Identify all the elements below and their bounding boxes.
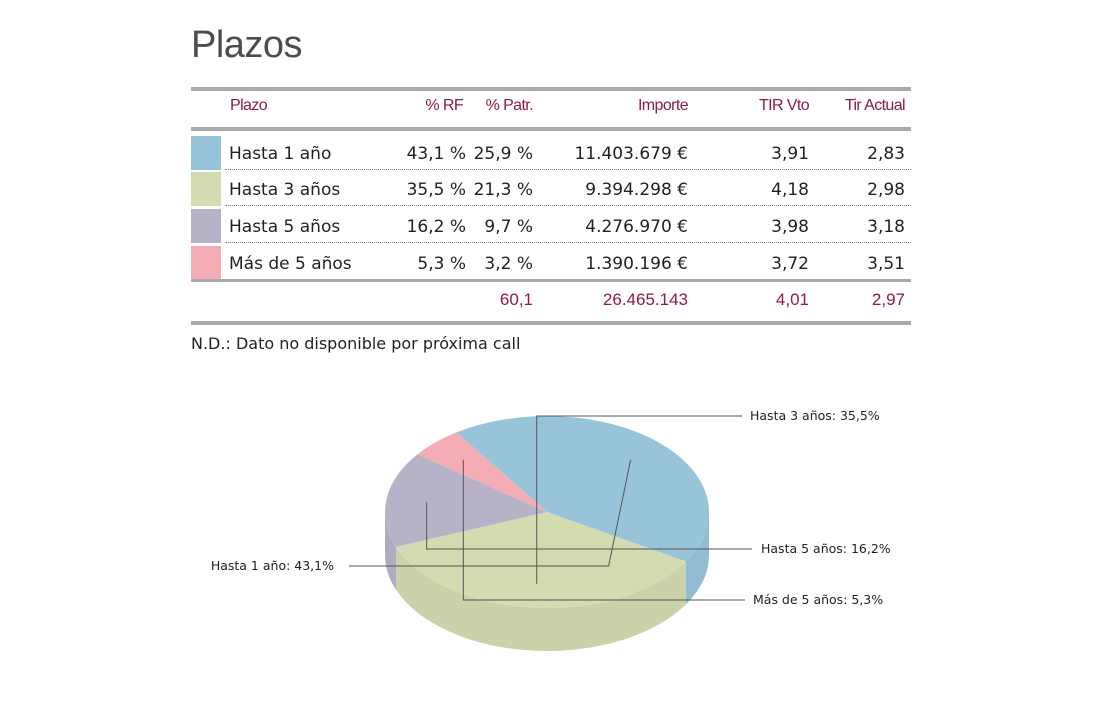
table-top-rule [191,87,911,91]
pie-side-0 [685,512,709,605]
cell-patr: 25,9 % [473,144,533,164]
header-patr: % Patr. [485,97,534,114]
cell-plazo: Hasta 5 años [229,217,341,237]
total-tir-vto: 4,01 [775,290,809,309]
total-importe: 26.465.143 [602,290,688,309]
header-tir-vto: TIR Vto [758,97,810,114]
pie-label-0: Hasta 1 año: 43,1% [211,558,334,573]
cell-tir-vto: 3,91 [771,144,809,164]
cell-rf: 16,2 % [406,217,466,237]
cell-tir-actual: 2,98 [867,180,905,200]
cell-importe: 4.276.970 € [585,217,688,237]
footnote: N.D.: Dato no disponible por próxima cal… [191,334,521,353]
row-divider [225,205,911,206]
pie-slice-3 [417,432,547,512]
pie-slice-2 [385,454,547,547]
header-rf: % RF [425,97,463,114]
cell-tir-vto: 3,98 [771,217,809,237]
pie-side-group [385,512,709,651]
cell-rf: 5,3 % [417,254,466,274]
header-tir-actual: Tir Actual [844,97,906,114]
cell-tir-actual: 2,83 [867,144,905,164]
table-row: Más de 5 años 5,3 % 3,2 % 1.390.196 € 3,… [191,244,911,280]
pie-leader-line-3 [462,459,745,601]
cell-tir-vto: 3,72 [771,254,809,274]
header-plazo: Plazo [230,97,268,114]
pie-leader-line-1 [536,415,742,584]
table-bottom-rule [191,321,911,325]
cell-tir-actual: 3,51 [867,254,905,274]
color-swatch [191,136,221,170]
pie-side-1 [396,546,686,651]
cell-importe: 9.394.298 € [585,180,688,200]
cell-importe: 1.390.196 € [585,254,688,274]
cell-tir-actual: 3,18 [867,217,905,237]
page-title: Plazos [191,24,303,66]
pie-label-3: Más de 5 años: 5,3% [753,592,883,607]
cell-plazo: Más de 5 años [229,254,352,274]
color-swatch [191,172,221,206]
color-swatch [191,246,221,280]
total-patr: 60,1 [499,290,533,309]
cell-patr: 3,2 % [484,254,533,274]
header-importe: Importe [637,97,689,114]
pie-leader-line-2 [426,502,752,550]
table-totals-rule [191,279,911,282]
pie-side-2 [385,512,397,590]
total-tir-actual: 2,97 [871,290,905,309]
table-row: Hasta 3 años 35,5 % 21,3 % 9.394.298 € 4… [191,170,911,206]
row-divider [225,242,911,243]
table-row: Hasta 5 años 16,2 % 9,7 % 4.276.970 € 3,… [191,207,911,243]
table-row: Hasta 1 año 43,1 % 25,9 % 11.403.679 € 3… [191,134,911,170]
cell-tir-vto: 4,18 [771,180,809,200]
cell-importe: 11.403.679 € [574,144,688,164]
row-divider [225,169,911,170]
pie-label-2: Hasta 5 años: 16,2% [761,541,891,556]
pie-top-group [385,416,709,608]
pie-label-1: Hasta 3 años: 35,5% [750,408,880,423]
cell-rf: 35,5 % [406,180,466,200]
cell-patr: 21,3 % [473,180,533,200]
pie-labels: Hasta 1 año: 43,1% Hasta 3 años: 35,5% Has… [211,408,891,607]
pie-slice-1 [396,512,686,608]
pie-leader-line-0 [349,459,632,567]
cell-plazo: Hasta 3 años [229,180,341,200]
cell-patr: 9,7 % [484,217,533,237]
pie-slice-0 [456,416,709,562]
cell-plazo: Hasta 1 año [229,144,332,164]
cell-rf: 43,1 % [406,144,466,164]
table-header-rule [191,127,911,131]
color-swatch [191,209,221,243]
